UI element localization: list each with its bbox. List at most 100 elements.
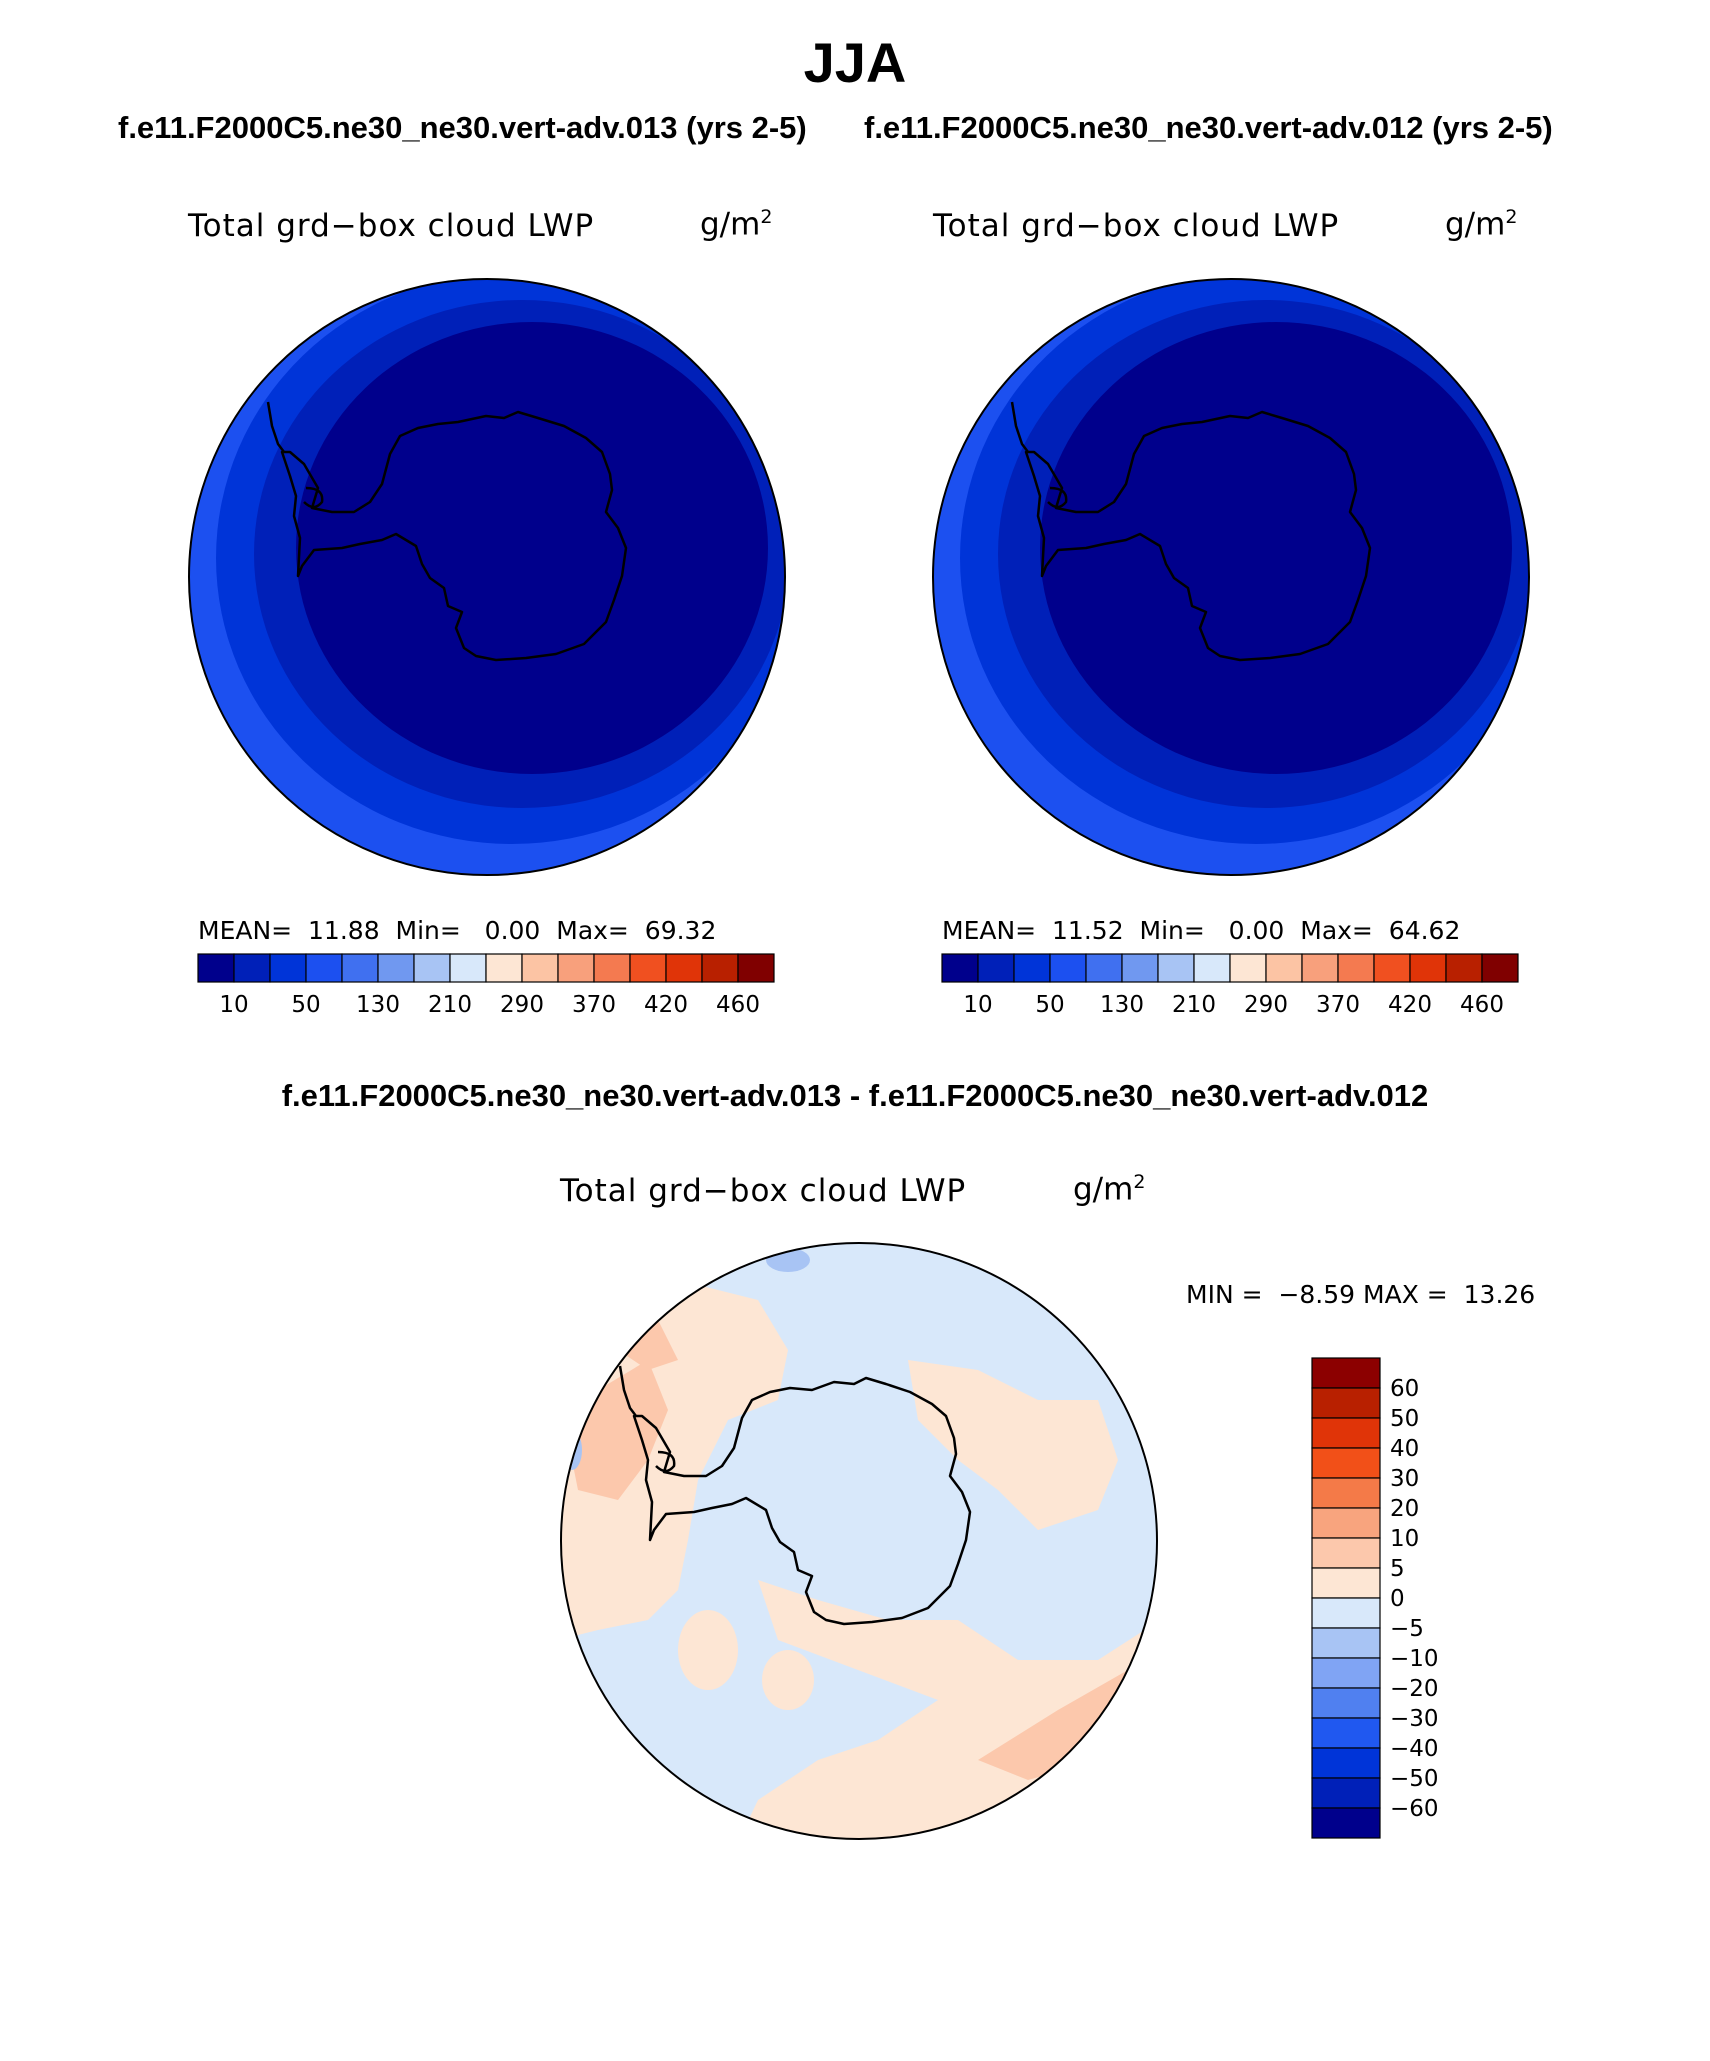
right-colorbar-box [1013, 953, 1051, 983]
diff-map-positive-west-strong [568, 1360, 668, 1500]
diff-max-label: MAX = [1363, 1280, 1448, 1309]
left-colorbar-box [449, 953, 487, 983]
left-colorbar-box [377, 953, 415, 983]
left-variable-title: Total grd−box cloud LWP [188, 208, 595, 244]
diff-colorbar-box [1311, 1387, 1381, 1419]
right-colorbar-box [977, 953, 1015, 983]
left-units: g/m2 [700, 206, 773, 243]
diff-colorbar-label: 30 [1390, 1466, 1419, 1492]
left-colorbar-box [629, 953, 667, 983]
right-min-value: 0.00 [1228, 916, 1285, 945]
right-colorbar-label: 210 [1172, 992, 1216, 1018]
left-colorbar-box [485, 953, 523, 983]
right-colorbar-label: 370 [1316, 992, 1360, 1018]
left-antarctica-coastline [266, 401, 628, 662]
diff-map-positive-northeast [908, 1360, 1118, 1530]
left-mean-value: 11.88 [308, 916, 380, 945]
left-colorbar-box [701, 953, 739, 983]
difference-title: f.e11.F2000C5.ne30_ne30.vert-adv.013 - f… [281, 1078, 1429, 1113]
right-max-label: Max= [1300, 916, 1373, 945]
diff-colorbar-label: 5 [1390, 1556, 1405, 1582]
right-colorbar-label: 10 [963, 992, 992, 1018]
diff-colorbar-label: −20 [1390, 1676, 1439, 1702]
diff-colorbar-box [1311, 1447, 1381, 1479]
right-colorbar-box [1373, 953, 1411, 983]
left-colorbar-label: 370 [572, 992, 616, 1018]
left-colorbar-box [521, 953, 559, 983]
right-colorbar-box [1445, 953, 1483, 983]
case-title-left: f.e11.F2000C5.ne30_ne30.vert-adv.013 (yr… [118, 110, 807, 145]
diff-variable-title: Total grd−box cloud LWP [560, 1173, 967, 1209]
right-min-label: Min= [1139, 916, 1205, 945]
diff-map-border [560, 1242, 1158, 1840]
diff-min-label: MIN = [1186, 1280, 1263, 1309]
right-colorbar-label: 50 [1035, 992, 1064, 1018]
left-colorbar-box [413, 953, 451, 983]
left-min-label: Min= [395, 916, 461, 945]
right-colorbar-label: 130 [1100, 992, 1144, 1018]
right-max-value: 64.62 [1388, 916, 1461, 945]
main-title: JJA [803, 31, 907, 94]
left-colorbar-label: 460 [716, 992, 760, 1018]
left-min-value: 0.00 [484, 916, 541, 945]
right-colorbar-box [1301, 953, 1339, 983]
left-colorbar-label: 10 [219, 992, 248, 1018]
right-colorbar: 10 50 130 210 290 370 420 460 [941, 953, 1519, 1018]
left-colorbar-box [233, 953, 271, 983]
left-colorbar-label: 50 [291, 992, 320, 1018]
right-variable-title: Total grd−box cloud LWP [933, 208, 1340, 244]
diff-map-positive-patch [678, 1610, 738, 1690]
diff-map-positive-patch-2 [762, 1650, 814, 1710]
left-max-label: Max= [556, 916, 629, 945]
left-colorbar: 10 50 130 210 290 370 420 460 [197, 953, 775, 1018]
left-colorbar-box [665, 953, 703, 983]
left-polar-map [188, 278, 786, 876]
difference-polar-map [560, 1242, 1158, 1840]
left-colorbar-label: 290 [500, 992, 544, 1018]
diff-colorbar-label: −40 [1390, 1736, 1439, 1762]
left-colorbar-box [269, 953, 307, 983]
diff-colorbar-label: −5 [1390, 1616, 1424, 1642]
right-polar-map [932, 278, 1530, 876]
diff-colorbar-box [1311, 1477, 1381, 1509]
left-colorbar-box [197, 953, 235, 983]
left-colorbar-label: 130 [356, 992, 400, 1018]
diff-colorbar-label: −50 [1390, 1766, 1439, 1792]
diff-colorbar-box [1311, 1687, 1381, 1719]
left-map-border [188, 278, 786, 876]
right-colorbar-box [1085, 953, 1123, 983]
diff-units: g/m2 [1073, 1171, 1146, 1208]
right-colorbar-box [941, 953, 979, 983]
left-colorbar-box [341, 953, 379, 983]
diff-colorbar-box [1311, 1567, 1381, 1599]
diff-colorbar-box [1311, 1507, 1381, 1539]
left-colorbar-box [593, 953, 631, 983]
right-colorbar-box [1121, 953, 1159, 983]
right-colorbar-label: 290 [1244, 992, 1288, 1018]
diff-colorbar-box [1311, 1627, 1381, 1659]
left-colorbar-box [305, 953, 343, 983]
right-map-band-core [1040, 322, 1512, 774]
diff-colorbar-box [1311, 1657, 1381, 1689]
left-mean-label: MEAN= [198, 916, 293, 945]
diff-min-value: −8.59 [1278, 1280, 1356, 1309]
diff-colorbar-label: −10 [1390, 1646, 1439, 1672]
right-colorbar-box [1229, 953, 1267, 983]
left-max-value: 69.32 [644, 916, 717, 945]
right-mean-label: MEAN= [942, 916, 1037, 945]
diff-colorbar-label: 40 [1390, 1436, 1419, 1462]
right-colorbar-label: 420 [1388, 992, 1432, 1018]
right-colorbar-box [1049, 953, 1087, 983]
diff-colorbar-box [1311, 1537, 1381, 1569]
right-colorbar-box [1409, 953, 1447, 983]
diff-colorbar-box [1311, 1807, 1381, 1839]
diff-antarctica-coastline [618, 1365, 972, 1626]
right-colorbar-box [1337, 953, 1375, 983]
diff-colorbar-label: −60 [1390, 1796, 1439, 1822]
left-colorbar-box [737, 953, 775, 983]
diff-max-value: 13.26 [1463, 1280, 1536, 1309]
diff-colorbar-label: 10 [1390, 1526, 1419, 1552]
right-units: g/m2 [1445, 206, 1518, 243]
right-antarctica-coastline [1010, 401, 1372, 662]
